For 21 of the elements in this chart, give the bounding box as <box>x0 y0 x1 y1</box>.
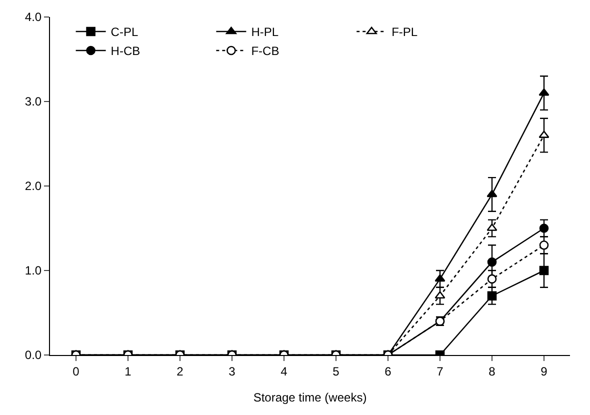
legend-label: C-PL <box>110 25 138 40</box>
x-tick-label: 0 <box>72 364 80 378</box>
y-tick-label: 4.0 <box>24 10 42 24</box>
x-tick-label: 9 <box>540 364 548 378</box>
y-tick-label: 2.0 <box>24 179 42 194</box>
x-tick-label: 4 <box>280 364 288 378</box>
x-tick-label: 2 <box>176 364 184 378</box>
y-tick-label: 1.0 <box>24 264 42 278</box>
legend-label: H-CB <box>110 44 140 58</box>
x-tick-label: 8 <box>488 364 496 378</box>
x-axis-title: Storage time (weeks) <box>253 390 367 404</box>
x-tick-label: 5 <box>332 364 340 378</box>
legend-label: F-PL <box>392 25 418 40</box>
x-tick-label: 6 <box>384 364 392 378</box>
legend-label: H-PL <box>251 25 279 40</box>
x-tick-label: 3 <box>228 364 236 378</box>
legend-label: F-CB <box>251 44 280 58</box>
x-tick-label: 7 <box>436 364 444 378</box>
y-tick-label: 0.0 <box>24 348 42 362</box>
y-tick-label: 3.0 <box>24 94 42 109</box>
x-tick-label: 1 <box>124 364 132 378</box>
